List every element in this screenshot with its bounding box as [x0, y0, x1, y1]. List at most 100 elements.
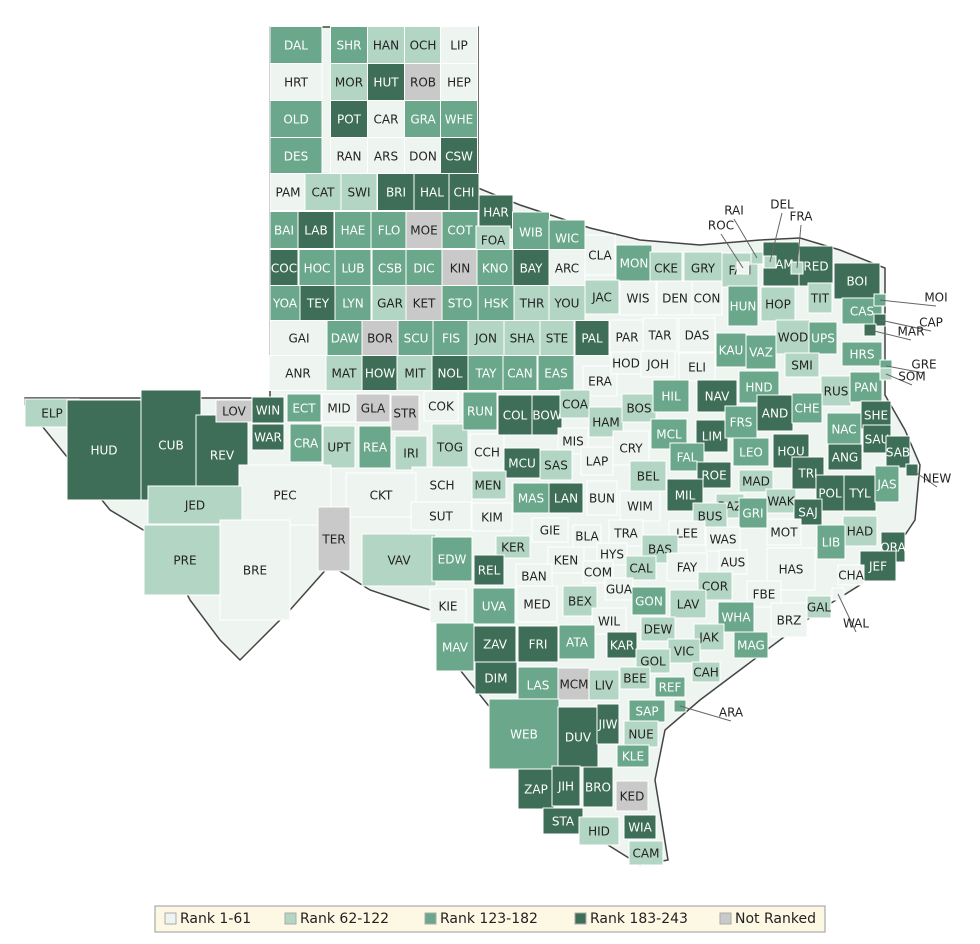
county-label: MIS — [562, 435, 584, 449]
county — [321, 393, 357, 423]
county-label: HAM — [592, 416, 620, 430]
county — [619, 490, 661, 522]
county — [467, 355, 505, 391]
county-label: LIM — [702, 430, 723, 444]
county-label: MAG — [737, 639, 765, 653]
county-label: KIN — [450, 262, 470, 276]
county-label: UPS — [811, 332, 835, 346]
county-label: PAR — [615, 331, 638, 345]
county — [423, 390, 459, 422]
county-label: TAR — [648, 329, 672, 343]
county-label: HEP — [447, 76, 471, 90]
county — [345, 472, 417, 518]
county — [488, 698, 560, 770]
county-label: MAT — [332, 367, 358, 381]
county — [623, 720, 659, 748]
county-label: FRS — [730, 416, 753, 430]
county-label: KET — [413, 297, 436, 311]
county — [885, 435, 911, 469]
county-label: NUE — [628, 728, 653, 742]
county — [826, 412, 862, 446]
county-label: BEE — [623, 672, 646, 686]
county-label: TEY — [306, 297, 330, 311]
county-label: TER — [321, 533, 345, 547]
legend-swatch — [284, 912, 297, 925]
county-label: COA — [562, 398, 589, 412]
county-label: DIM — [484, 672, 507, 686]
county — [578, 816, 620, 846]
county-label: DIC — [413, 262, 434, 276]
county-label: STE — [546, 332, 569, 346]
county — [495, 535, 531, 559]
county-label: VAV — [387, 554, 411, 568]
county — [608, 519, 644, 547]
county — [666, 552, 708, 582]
county-label: NOL — [437, 367, 462, 381]
county — [404, 63, 442, 101]
county-label: MCU — [508, 457, 536, 471]
leader-line — [720, 233, 744, 269]
leader-line — [879, 299, 937, 307]
county-label: MEN — [475, 479, 502, 493]
county-label: LAB — [304, 224, 327, 238]
county — [705, 526, 741, 552]
county — [472, 587, 516, 625]
county-label: MIT — [404, 367, 426, 381]
county-label: LUB — [341, 262, 364, 276]
county-label: LEO — [739, 446, 763, 460]
county-label: COT — [447, 224, 473, 238]
county-label: HUN — [730, 300, 757, 314]
county — [467, 320, 505, 356]
county-label: MAS — [518, 492, 544, 506]
county — [431, 355, 469, 391]
county-label: SMI — [791, 359, 813, 373]
county-label: TOG — [436, 441, 463, 455]
county-label: CKE — [654, 262, 678, 276]
county-label: GAR — [377, 297, 403, 311]
county-label: JON — [474, 332, 497, 346]
county — [435, 622, 475, 672]
county — [405, 249, 443, 287]
county-label: CHA — [838, 569, 864, 583]
county — [574, 320, 610, 356]
county — [727, 285, 759, 327]
county-label: OCH — [410, 39, 437, 53]
legend-box — [154, 905, 826, 933]
county — [390, 394, 420, 432]
county-label: SAJ — [798, 506, 818, 520]
county — [669, 589, 707, 619]
county — [559, 389, 591, 419]
county — [612, 430, 650, 466]
county-label: DEW — [644, 623, 673, 637]
county — [404, 100, 442, 138]
county — [874, 465, 900, 503]
county — [724, 405, 758, 439]
county-label: ZAV — [483, 638, 508, 652]
county-label: WEB — [510, 728, 538, 742]
county-label: LAS — [527, 679, 550, 693]
county-label: ATA — [566, 636, 589, 650]
county-label: JEF — [868, 560, 887, 574]
county — [640, 616, 676, 642]
county-label: REV — [210, 449, 235, 463]
county-label: WIB — [519, 226, 543, 240]
county-label: CKT — [370, 489, 393, 503]
county — [396, 355, 434, 391]
leader-line — [911, 469, 938, 488]
county-label: HOP — [765, 298, 791, 312]
county-label: MOI — [924, 291, 947, 305]
county-label: GUA — [606, 583, 633, 597]
county — [429, 588, 467, 624]
county-label: RED — [803, 260, 828, 274]
county-label: MOE — [410, 224, 437, 238]
county — [548, 482, 584, 514]
county-label: UPT — [327, 441, 351, 455]
county-label: WIN — [256, 404, 280, 418]
county — [367, 63, 405, 101]
county-label: CHE — [795, 402, 820, 416]
county-label: FLO — [378, 224, 401, 238]
county-label: HAR — [483, 206, 509, 220]
county-label: REA — [363, 441, 388, 455]
county-label: WIC — [555, 232, 579, 246]
county — [531, 394, 563, 436]
